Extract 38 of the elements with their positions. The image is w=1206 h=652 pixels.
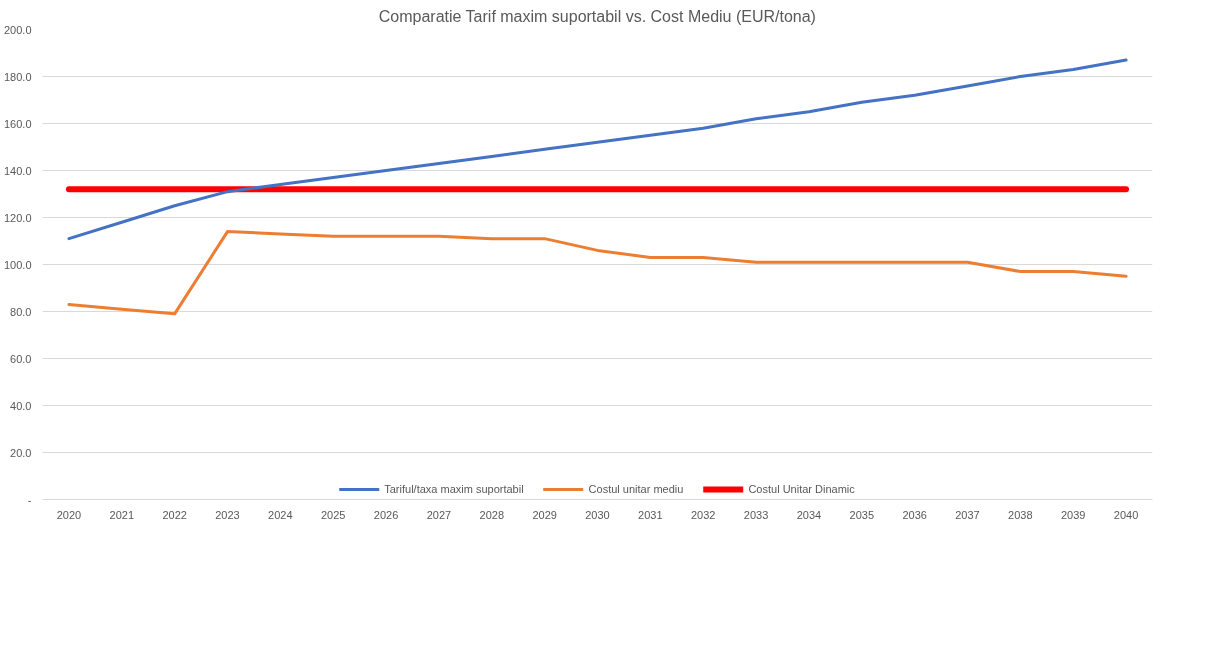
y-tick-label: 80.0 (10, 305, 32, 318)
x-tick-label: 2040 (1113, 508, 1139, 521)
x-tick-label: 2036 (902, 508, 927, 521)
x-tick-label: 2020 (56, 508, 82, 521)
legend-label: Costul Unitar Dinamic (748, 483, 855, 495)
legend-label: Costul unitar mediu (588, 483, 684, 495)
x-tick-label: 2032 (690, 508, 716, 521)
legend-label: Tariful/taxa maxim suportabil (384, 483, 524, 495)
y-tick-label: 180.0 (3, 70, 32, 83)
x-tick-label: 2039 (1060, 508, 1086, 521)
x-tick-label: 2027 (426, 508, 452, 521)
x-tick-label: 2033 (743, 508, 769, 521)
y-tick-label: 100.0 (3, 258, 32, 271)
x-tick-label: 2037 (955, 508, 980, 521)
x-tick-label: 2029 (532, 508, 557, 521)
x-tick-label: 2035 (849, 508, 875, 521)
line-series (67, 58, 1128, 241)
x-tick-label: 2025 (320, 508, 346, 521)
x-tick-label: 2024 (268, 508, 293, 521)
y-tick-label: 20.0 (10, 446, 32, 459)
x-tick-label: 2023 (215, 508, 240, 521)
x-tick-label: 2022 (162, 508, 187, 521)
y-tick-label: 60.0 (10, 352, 32, 365)
y-tick-label: 200.0 (3, 23, 32, 36)
x-tick-label: 2030 (585, 508, 610, 521)
y-tick-label: 140.0 (3, 164, 32, 177)
x-tick-label: 2038 (1008, 508, 1033, 521)
y-tick-label: 40.0 (10, 399, 32, 412)
y-tick-label: 160.0 (3, 117, 32, 130)
x-tick-label: 2031 (638, 508, 663, 521)
chart-title: Comparatie Tarif maxim suportabil vs. Cost Mediu (EUR/tona) (378, 7, 816, 25)
y-tick-label: 120.0 (3, 211, 32, 224)
x-tick-label: 2028 (479, 508, 505, 521)
x-tick-label: 2026 (373, 508, 399, 521)
y-tick-label: - (27, 493, 32, 506)
line-series (67, 230, 1128, 316)
x-tick-label: 2034 (796, 508, 822, 521)
x-tick-label: 2021 (109, 508, 135, 521)
